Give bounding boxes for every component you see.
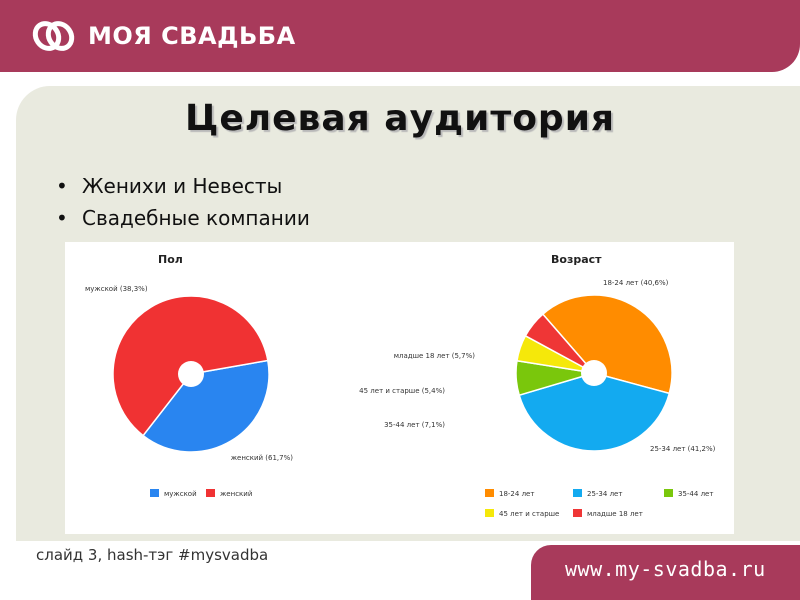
- legend-label: 45 лет и старше: [499, 510, 559, 518]
- rings-logo-icon: [32, 21, 75, 51]
- slice-label: 45 лет и старше (5,4%): [359, 387, 445, 395]
- pie-slice: [524, 313, 595, 374]
- legend-label: 35-44 лет: [678, 490, 713, 498]
- slide-title: Целевая аудитория: [184, 98, 616, 139]
- header-bar: МОЯ СВАДЬБА: [0, 0, 800, 72]
- donut-hole: [581, 360, 607, 386]
- url-bar[interactable]: www.my-svadba.ru: [531, 545, 800, 600]
- donut-hole: [178, 361, 204, 387]
- slice-label: женский (61,7%): [231, 454, 294, 462]
- legend-swatch: [485, 489, 494, 497]
- slice-label: 18-24 лет (40,6%): [603, 279, 669, 287]
- slide-note: слайд 3, hash-тэг #mysvadba: [36, 546, 269, 564]
- bullet-item: Свадебные компании: [56, 202, 310, 234]
- legend-label: младше 18 лет: [587, 510, 643, 518]
- legend-swatch: [485, 509, 494, 517]
- legend-swatch: [573, 489, 582, 497]
- bullet-list: Женихи и Невесты Свадебные компании: [56, 170, 310, 234]
- charts-svg: Пол Возраст мужской (38,3%) мужской женски…: [85, 253, 716, 518]
- legend-swatch: [573, 509, 582, 517]
- legend-label: 18-24 лет: [499, 490, 534, 498]
- legend-label: женский: [220, 490, 252, 498]
- brand-name: МОЯ СВАДЬБА: [88, 22, 296, 50]
- site-url[interactable]: www.my-svadba.ru: [565, 557, 766, 581]
- legend-swatch: [664, 489, 673, 497]
- bullet-item: Женихи и Невесты: [56, 170, 310, 202]
- legend-label: мужской: [164, 490, 197, 498]
- legend-label: 25-34 лет: [587, 490, 622, 498]
- legend-swatch: [206, 489, 215, 497]
- legend-swatch: [150, 489, 159, 497]
- pie-slice: [541, 294, 673, 395]
- slice-label: 25-34 лет (41,2%): [650, 445, 716, 453]
- slice-label: 35-44 лет (7,1%): [384, 421, 445, 429]
- chart-title-age: Возраст: [551, 253, 602, 266]
- slice-label: младше 18 лет (5,7%): [394, 352, 476, 360]
- pie-slice: [142, 359, 270, 453]
- brand-logo[interactable]: МОЯ СВАДЬБА: [30, 16, 296, 56]
- charts-area: Пол Возраст мужской (38,3%) мужской женски…: [65, 242, 734, 534]
- slice-label: мужской (38,3%): [85, 285, 148, 293]
- chart-title-gender: Пол: [158, 253, 183, 266]
- pie-slice: [518, 372, 671, 452]
